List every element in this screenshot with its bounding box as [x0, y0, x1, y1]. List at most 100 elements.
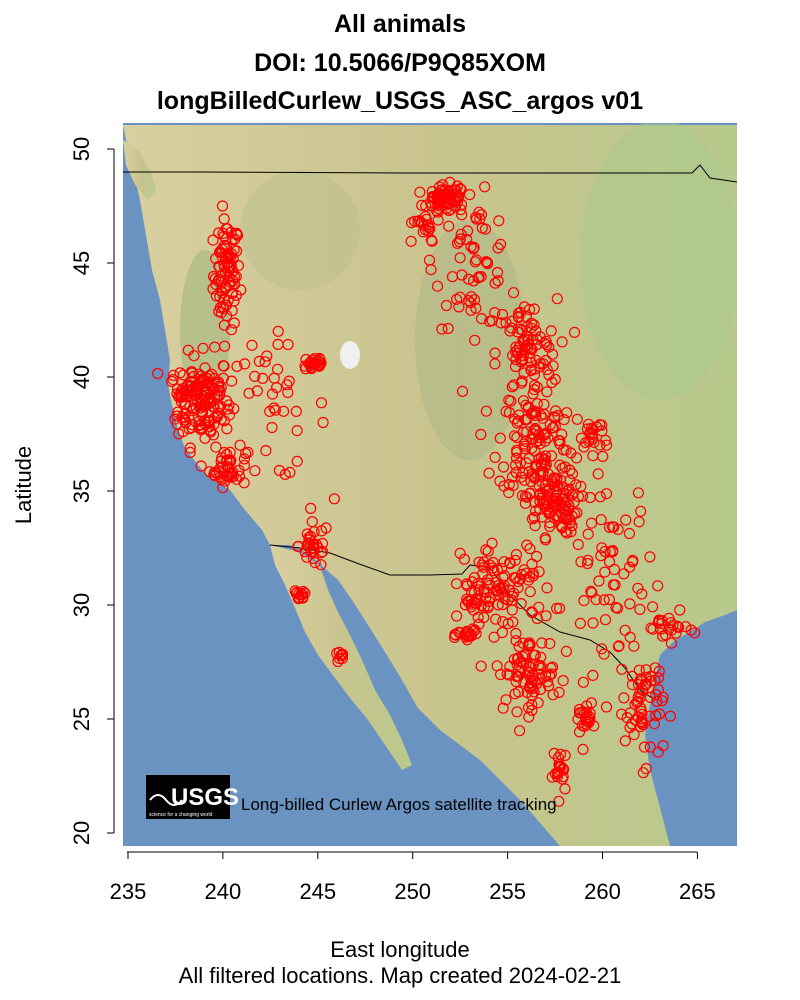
location-point: [492, 242, 504, 254]
location-point: [209, 273, 221, 285]
location-point: [489, 358, 501, 370]
location-point: [497, 702, 509, 714]
location-point: [566, 468, 579, 480]
location-point: [467, 243, 479, 255]
location-point: [635, 720, 647, 733]
location-point: [261, 350, 273, 362]
location-point: [478, 556, 490, 568]
location-point: [172, 406, 184, 418]
location-point: [465, 291, 477, 303]
location-point: [510, 627, 522, 640]
location-point: [518, 438, 530, 450]
location-point: [494, 475, 506, 487]
location-point: [518, 474, 531, 486]
credit-caption: Long-billed Curlew Argos satellite track…: [241, 795, 557, 814]
location-point: [596, 643, 608, 655]
location-point: [513, 640, 525, 653]
location-point: [197, 342, 209, 354]
y-tick-label: 45: [69, 251, 94, 275]
location-point: [512, 311, 525, 323]
location-point: [234, 439, 246, 451]
gulf-of-mexico: [651, 612, 737, 846]
location-point: [312, 541, 324, 554]
location-point: [227, 265, 239, 277]
location-point: [222, 403, 234, 415]
location-point: [216, 200, 229, 212]
location-point: [549, 412, 561, 424]
location-point: [432, 206, 444, 218]
location-point: [573, 703, 586, 716]
location-point: [296, 588, 308, 600]
location-point: [226, 233, 238, 245]
location-point: [616, 663, 628, 675]
location-point: [473, 271, 485, 283]
location-point: [581, 557, 594, 570]
location-point: [553, 795, 565, 807]
location-point: [484, 315, 496, 327]
location-point: [220, 223, 232, 235]
location-point: [492, 579, 504, 592]
x-tick-label: 255: [489, 879, 526, 904]
location-point: [336, 649, 348, 662]
location-point: [305, 502, 317, 514]
location-point: [529, 519, 541, 532]
location-point: [477, 568, 489, 580]
location-point: [526, 699, 538, 711]
location-point: [480, 405, 492, 417]
location-point: [214, 385, 226, 397]
location-point: [462, 225, 474, 237]
location-point: [217, 287, 229, 299]
location-point: [423, 254, 436, 266]
location-point: [587, 617, 599, 629]
location-point: [526, 558, 538, 570]
location-point: [618, 692, 630, 704]
location-point: [509, 459, 522, 471]
location-point: [635, 702, 647, 714]
location-point: [473, 206, 485, 218]
title-line-2: DOI: 10.5066/P9Q85XOM: [254, 49, 546, 77]
location-point: [207, 429, 220, 441]
location-point: [636, 684, 648, 696]
location-point: [251, 385, 263, 397]
location-point: [575, 480, 587, 492]
location-point: [515, 306, 527, 318]
location-point: [599, 614, 612, 626]
land-vancouver: [123, 140, 156, 200]
location-point: [542, 432, 554, 444]
location-point: [624, 707, 636, 719]
location-point: [543, 506, 555, 518]
location-point: [539, 669, 552, 682]
location-point: [216, 461, 229, 473]
location-point: [568, 496, 580, 508]
y-tick-label: 30: [69, 593, 94, 617]
location-point: [613, 640, 625, 652]
location-point: [259, 356, 271, 368]
location-point: [453, 301, 465, 313]
location-point: [520, 567, 533, 579]
location-point: [469, 256, 481, 268]
location-point: [184, 446, 196, 458]
location-point: [468, 294, 481, 306]
location-point: [279, 468, 291, 480]
location-point: [291, 586, 303, 599]
location-point: [484, 579, 496, 592]
location-point: [191, 386, 203, 398]
location-point: [218, 446, 230, 459]
x-tick-label: 240: [205, 879, 242, 904]
usgs-logo: [146, 775, 230, 819]
location-point: [599, 545, 611, 558]
location-point: [517, 676, 530, 688]
location-point: [412, 216, 424, 228]
location-point: [528, 379, 541, 392]
location-point: [527, 388, 539, 400]
location-point: [471, 597, 483, 609]
location-point: [603, 593, 615, 606]
location-point: [524, 586, 536, 598]
usgs-logo-text: USGS: [171, 784, 239, 811]
location-point: [436, 323, 448, 335]
location-point: [550, 499, 562, 511]
location-point: [521, 539, 533, 551]
usgs-tagline: science for a changing world: [149, 812, 213, 818]
location-point: [226, 375, 238, 387]
location-point: [574, 617, 587, 630]
